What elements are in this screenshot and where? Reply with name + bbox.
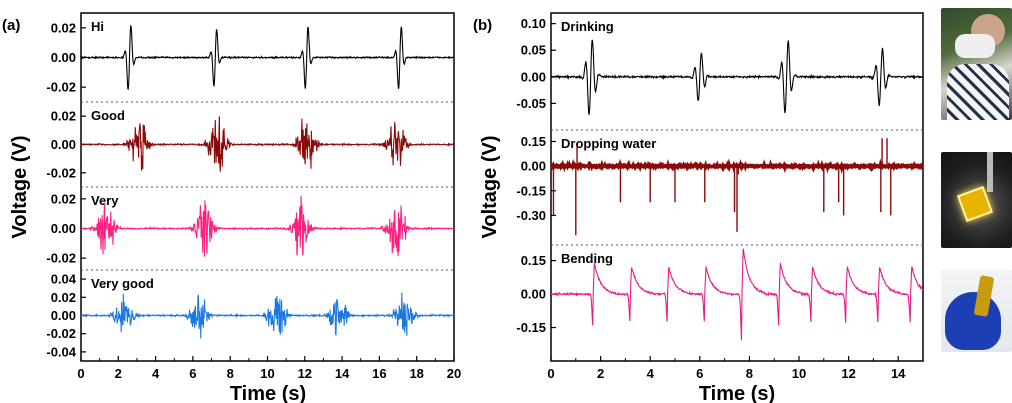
sweater-shape	[947, 64, 1009, 120]
x-tick-label-a: 8	[227, 366, 234, 381]
y-tick-label: 0.02	[51, 290, 76, 305]
dropping-water-photo	[941, 152, 1012, 248]
panel-b-ylabel: Voltage (V)	[479, 136, 501, 239]
bending-photo	[941, 270, 1012, 352]
subplot-label-dropping-water: Dropping water	[561, 136, 656, 151]
series-line-hi	[80, 25, 455, 91]
series-line-dropping-water	[550, 158, 925, 175]
y-tick-label: 0.00	[521, 287, 546, 302]
x-tick-label-a: 2	[115, 366, 122, 381]
y-tick-label: -0.02	[46, 326, 76, 341]
series-line-very	[80, 195, 455, 257]
subplot-label-drinking: Drinking	[561, 19, 614, 34]
y-tick-label: -0.15	[516, 183, 546, 198]
panel-b-frame	[550, 12, 924, 362]
panel-b-xlabel: Time (s)	[699, 383, 775, 403]
y-tick-label: -0.04	[46, 344, 76, 359]
y-tick-label: 0.00	[51, 308, 76, 323]
panel-b: (b) Voltage (V) Time (s)	[473, 12, 924, 403]
series-line-good	[80, 116, 455, 172]
x-tick-label-a: 0	[77, 366, 84, 381]
subplot-label-bending: Bending	[561, 251, 613, 266]
x-tick-label-a: 20	[447, 366, 461, 381]
y-tick-label: -0.02	[46, 80, 76, 95]
cup-shape	[955, 34, 995, 58]
y-tick-label: 0.15	[521, 134, 546, 149]
x-tick-label-b: 4	[647, 366, 655, 381]
y-tick-label: 0.10	[521, 16, 546, 31]
y-tick-label: -0.30	[516, 208, 546, 223]
drinking-photo	[941, 8, 1012, 120]
x-tick-label-b: 2	[597, 366, 604, 381]
plot-layer: 0 2 4 6 8 10 12 14 16 18 20-0.020.000.02 Hi-0.020.0…	[46, 16, 925, 381]
y-tick-label: 0.02	[51, 109, 76, 124]
subplot-label-very: Very	[91, 193, 119, 208]
x-tick-label-b: 10	[792, 366, 806, 381]
y-tick-label: -0.05	[516, 96, 546, 111]
panel-b-label: (b)	[473, 17, 492, 34]
glove-shape	[945, 292, 1001, 350]
panel-a-label: (a)	[2, 17, 20, 34]
y-tick-label: -0.02	[46, 165, 76, 180]
y-tick-label: 0.15	[521, 253, 546, 268]
y-tick-label: -0.15	[516, 320, 546, 335]
x-tick-label-b: 12	[841, 366, 855, 381]
series-line-drinking	[550, 39, 924, 115]
y-tick-label: 0.00	[51, 221, 76, 236]
series-line-bending	[550, 248, 924, 341]
y-tick-label: -0.02	[46, 251, 76, 266]
dropper-shape	[987, 152, 993, 192]
x-tick-label-a: 16	[372, 366, 386, 381]
x-tick-label-a: 4	[152, 366, 160, 381]
y-tick-label: 0.02	[51, 191, 76, 206]
y-tick-label: 0.00	[521, 69, 546, 84]
y-tick-label: 0.05	[521, 43, 546, 58]
y-tick-label: 0.04	[51, 272, 77, 287]
x-tick-label-a: 14	[335, 366, 350, 381]
x-tick-label-a: 18	[409, 366, 423, 381]
x-tick-label-a: 12	[298, 366, 312, 381]
series-line-very-good	[80, 292, 455, 339]
y-tick-label: 0.00	[521, 159, 546, 174]
y-tick-label: 0.00	[51, 50, 76, 65]
y-tick-label: 0.02	[51, 20, 76, 35]
panel-a-xlabel: Time (s)	[230, 383, 306, 403]
x-tick-label-b: 8	[746, 366, 753, 381]
subplot-label-hi: Hi	[91, 19, 104, 34]
x-tick-label-a: 10	[260, 366, 274, 381]
x-tick-label-b: 0	[547, 366, 554, 381]
x-tick-label-a: 6	[189, 366, 196, 381]
subplot-label-very-good: Very good	[91, 276, 154, 291]
panel-a-ylabel: Voltage (V)	[9, 136, 31, 239]
x-tick-label-b: 14	[891, 366, 906, 381]
y-tick-label: 0.00	[51, 137, 76, 152]
subplot-label-good: Good	[91, 108, 125, 123]
x-tick-label-b: 6	[696, 366, 703, 381]
